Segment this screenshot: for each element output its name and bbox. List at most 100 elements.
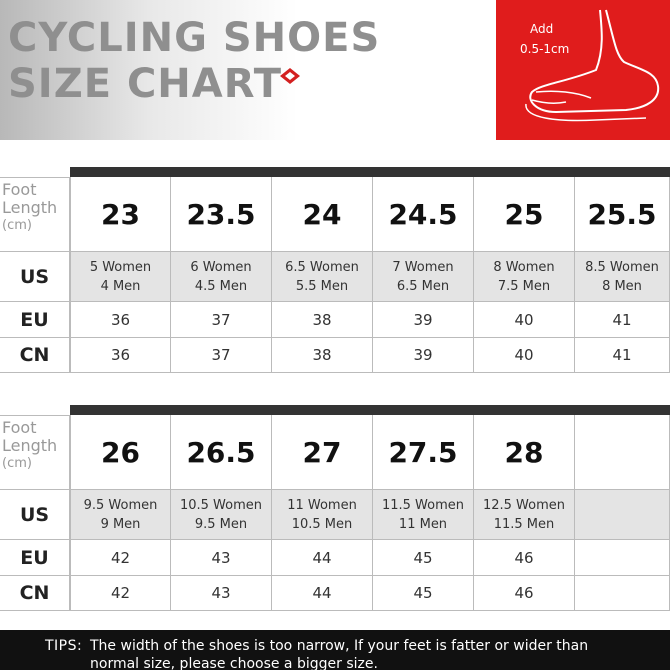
us-size: 5 Women xyxy=(89,259,152,275)
us-cell: 11.5 Women 11 Men xyxy=(373,490,474,540)
eu-cell: 46 xyxy=(474,540,575,576)
foot-label-line: (cm) xyxy=(2,218,32,233)
cn-cell: 37 xyxy=(171,338,272,373)
eu-cell: 38 xyxy=(272,302,373,338)
eu-cell: 45 xyxy=(373,540,474,576)
tips-text: The width of the shoes is too narrow, If… xyxy=(90,638,589,654)
us-size: 6.5 Men xyxy=(396,278,450,294)
size-cell xyxy=(575,415,670,490)
us-size: 12.5 Women xyxy=(482,497,566,513)
us-cell: 6 Women 4.5 Men xyxy=(171,252,272,302)
row-label: EU xyxy=(0,540,70,576)
eu-cell: 41 xyxy=(575,302,670,338)
eu-cell xyxy=(575,540,670,576)
eu-cell: 44 xyxy=(272,540,373,576)
cn-cell: 43 xyxy=(171,576,272,611)
us-size: 8 Women xyxy=(493,259,555,275)
cn-cell: 45 xyxy=(373,576,474,611)
size-cell: 28 xyxy=(474,415,575,490)
us-size: 5.5 Men xyxy=(295,278,349,294)
us-size: 6.5 Women xyxy=(285,259,359,275)
size-cell: 23.5 xyxy=(171,177,272,252)
cn-cell: 39 xyxy=(373,338,474,373)
size-cell: 26.5 xyxy=(171,415,272,490)
eu-cell: 37 xyxy=(171,302,272,338)
us-cell: 7 Women 6.5 Men xyxy=(373,252,474,302)
header-bg xyxy=(0,0,496,140)
cn-cell: 42 xyxy=(70,576,171,611)
row-label: CN xyxy=(0,576,70,611)
us-size: 8.5 Women xyxy=(585,259,659,275)
foot-label: Foot Length (cm) xyxy=(0,415,70,490)
us-size: 9.5 Women xyxy=(83,497,158,513)
note-line: 0.5-1cm xyxy=(520,42,570,56)
size-cell: 27 xyxy=(272,415,373,490)
us-cell: 6.5 Women 5.5 Men xyxy=(272,252,373,302)
cn-cell: 36 xyxy=(70,338,171,373)
logo xyxy=(280,68,300,84)
cn-cell: 38 xyxy=(272,338,373,373)
us-size: 9.5 Men xyxy=(194,516,248,532)
cn-cell: 41 xyxy=(575,338,670,373)
table-top-line xyxy=(0,415,70,416)
eu-cell: 42 xyxy=(70,540,171,576)
tips-label: TIPS: xyxy=(45,638,83,654)
size-cell: 23 xyxy=(70,177,171,252)
eu-cell: 36 xyxy=(70,302,171,338)
us-size: 4.5 Men xyxy=(194,278,248,294)
table-bar xyxy=(70,167,670,177)
us-size: 4 Men xyxy=(100,278,141,294)
cn-cell xyxy=(575,576,670,611)
us-cell: 8.5 Women 8 Men xyxy=(575,252,670,302)
us-size: 8 Men xyxy=(602,278,642,294)
note-box: Add 0.5-1cm xyxy=(496,0,670,140)
foot-label-line: Foot xyxy=(2,418,37,437)
us-size: 11.5 Women xyxy=(381,497,465,513)
tips-text: normal size, please choose a bigger size… xyxy=(90,656,378,672)
eu-cell: 39 xyxy=(373,302,474,338)
foot-label-line: Length xyxy=(2,436,58,455)
us-size: 10.5 Men xyxy=(291,516,353,532)
row-label: US xyxy=(0,252,70,302)
size-cell: 27.5 xyxy=(373,415,474,490)
size-cell: 25.5 xyxy=(575,177,670,252)
us-cell: 12.5 Women 11.5 Men xyxy=(474,490,575,540)
size-cell: 24.5 xyxy=(373,177,474,252)
note-line: Add xyxy=(530,22,554,36)
foot-label-line: Length xyxy=(2,198,58,217)
cn-cell: 46 xyxy=(474,576,575,611)
row-label: CN xyxy=(0,338,70,373)
us-cell: 9.5 Women 9 Men xyxy=(70,490,171,540)
us-cell: 11 Women 10.5 Men xyxy=(272,490,373,540)
row-label: EU xyxy=(0,302,70,338)
us-size: 10.5 Women xyxy=(179,497,263,513)
us-size: 11 Women xyxy=(287,497,357,513)
size-cell: 26 xyxy=(70,415,171,490)
row-label: US xyxy=(0,490,70,540)
size-cell: 25 xyxy=(474,177,575,252)
us-size: 6 Women xyxy=(190,259,252,275)
cn-cell: 44 xyxy=(272,576,373,611)
us-size: 11.5 Men xyxy=(493,516,555,532)
eu-cell: 43 xyxy=(171,540,272,576)
us-size: 7.5 Men xyxy=(497,278,551,294)
title-line: CYCLING SHOES xyxy=(8,15,381,61)
foot-label: Foot Length (cm) xyxy=(0,177,70,252)
us-cell: 8 Women 7.5 Men xyxy=(474,252,575,302)
foot-label-line: (cm) xyxy=(2,456,32,471)
us-size: 11 Men xyxy=(398,516,448,532)
foot-drawing xyxy=(525,9,660,122)
foot-label-line: Foot xyxy=(2,180,37,199)
size-cell: 24 xyxy=(272,177,373,252)
tips-bar: TIPS: The width of the shoes is too narr… xyxy=(0,630,670,672)
us-size: 7 Women xyxy=(392,259,454,275)
table-bar xyxy=(70,405,670,415)
us-cell: 5 Women 4 Men xyxy=(70,252,171,302)
us-cell: 10.5 Women 9.5 Men xyxy=(171,490,272,540)
us-size: 9 Men xyxy=(100,516,141,532)
us-cell xyxy=(575,490,670,540)
eu-cell: 40 xyxy=(474,302,575,338)
cn-cell: 40 xyxy=(474,338,575,373)
table-top-line xyxy=(0,177,70,178)
